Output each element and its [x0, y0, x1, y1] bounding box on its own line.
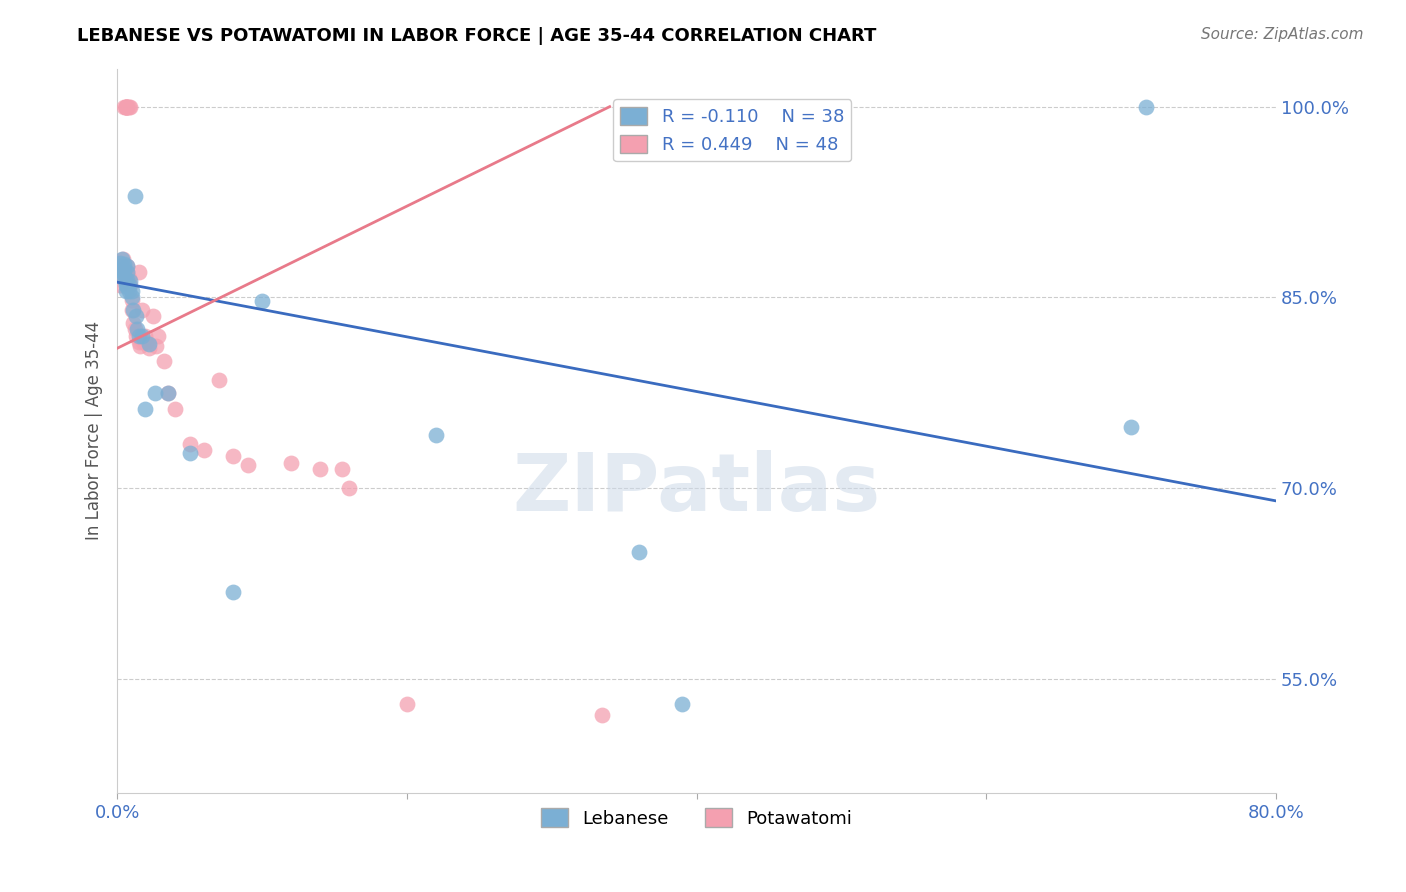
Point	[117, 259, 139, 273]
Point	[280, 456, 302, 470]
Point	[134, 328, 156, 343]
Point	[138, 337, 160, 351]
Point	[118, 100, 141, 114]
Point	[156, 385, 179, 400]
Point	[138, 341, 160, 355]
Point	[128, 334, 150, 349]
Point	[337, 481, 360, 495]
Point	[146, 328, 169, 343]
Point	[165, 402, 187, 417]
Point	[132, 334, 155, 349]
Text: LEBANESE VS POTAWATOMI IN LABOR FORCE | AGE 35-44 CORRELATION CHART: LEBANESE VS POTAWATOMI IN LABOR FORCE | …	[77, 27, 877, 45]
Point	[117, 259, 139, 273]
Point	[115, 100, 138, 114]
Point	[111, 265, 134, 279]
Text: ZIPatlas: ZIPatlas	[512, 450, 880, 528]
Point	[152, 354, 174, 368]
Point	[156, 385, 179, 400]
Point	[222, 585, 245, 599]
Point	[111, 252, 134, 267]
Point	[114, 257, 136, 271]
Point	[131, 328, 153, 343]
Point	[121, 290, 143, 304]
Point	[128, 265, 150, 279]
Point	[124, 322, 146, 336]
Point	[134, 402, 156, 417]
Point	[395, 698, 418, 712]
Point	[120, 274, 142, 288]
Point	[222, 450, 245, 464]
Point	[117, 100, 139, 114]
Point	[115, 284, 138, 298]
Point	[110, 259, 132, 273]
Point	[122, 316, 145, 330]
Point	[250, 294, 273, 309]
Text: Source: ZipAtlas.com: Source: ZipAtlas.com	[1201, 27, 1364, 42]
Point	[127, 322, 149, 336]
Point	[120, 100, 142, 114]
Point	[1119, 420, 1142, 434]
Point	[135, 334, 157, 349]
Point	[121, 284, 143, 298]
Point	[131, 303, 153, 318]
Point	[118, 277, 141, 292]
Point	[115, 100, 138, 114]
Point	[111, 271, 134, 285]
Point	[117, 100, 139, 114]
Point	[108, 256, 131, 270]
Point	[145, 339, 167, 353]
Point	[115, 100, 138, 114]
Point	[121, 303, 143, 318]
Point	[115, 271, 138, 285]
Point	[120, 277, 142, 292]
Point	[117, 272, 139, 286]
Point	[125, 310, 148, 324]
Point	[125, 328, 148, 343]
Point	[121, 293, 143, 307]
Point	[117, 280, 139, 294]
Point	[124, 188, 146, 202]
Point	[142, 310, 165, 324]
Point	[114, 261, 136, 276]
Point	[207, 373, 229, 387]
Point	[309, 462, 332, 476]
Point	[117, 265, 139, 279]
Point	[108, 277, 131, 292]
Point	[627, 545, 650, 559]
Legend: Lebanese, Potawatomi: Lebanese, Potawatomi	[534, 801, 859, 835]
Point	[114, 265, 136, 279]
Point	[115, 100, 138, 114]
Point	[128, 328, 150, 343]
Point	[115, 275, 138, 289]
Point	[143, 385, 166, 400]
Point	[117, 265, 139, 279]
Point	[179, 445, 201, 459]
Point	[114, 268, 136, 282]
Point	[118, 284, 141, 298]
Point	[671, 698, 693, 712]
Point	[110, 262, 132, 277]
Point	[110, 252, 132, 267]
Point	[236, 458, 259, 473]
Y-axis label: In Labor Force | Age 35-44: In Labor Force | Age 35-44	[86, 321, 103, 541]
Point	[118, 271, 141, 285]
Point	[591, 707, 613, 722]
Point	[193, 442, 215, 457]
Point	[129, 339, 152, 353]
Point	[114, 100, 136, 114]
Point	[115, 277, 138, 292]
Point	[122, 303, 145, 318]
Point	[179, 436, 201, 450]
Point	[330, 462, 353, 476]
Point	[1135, 100, 1157, 114]
Point	[425, 427, 447, 442]
